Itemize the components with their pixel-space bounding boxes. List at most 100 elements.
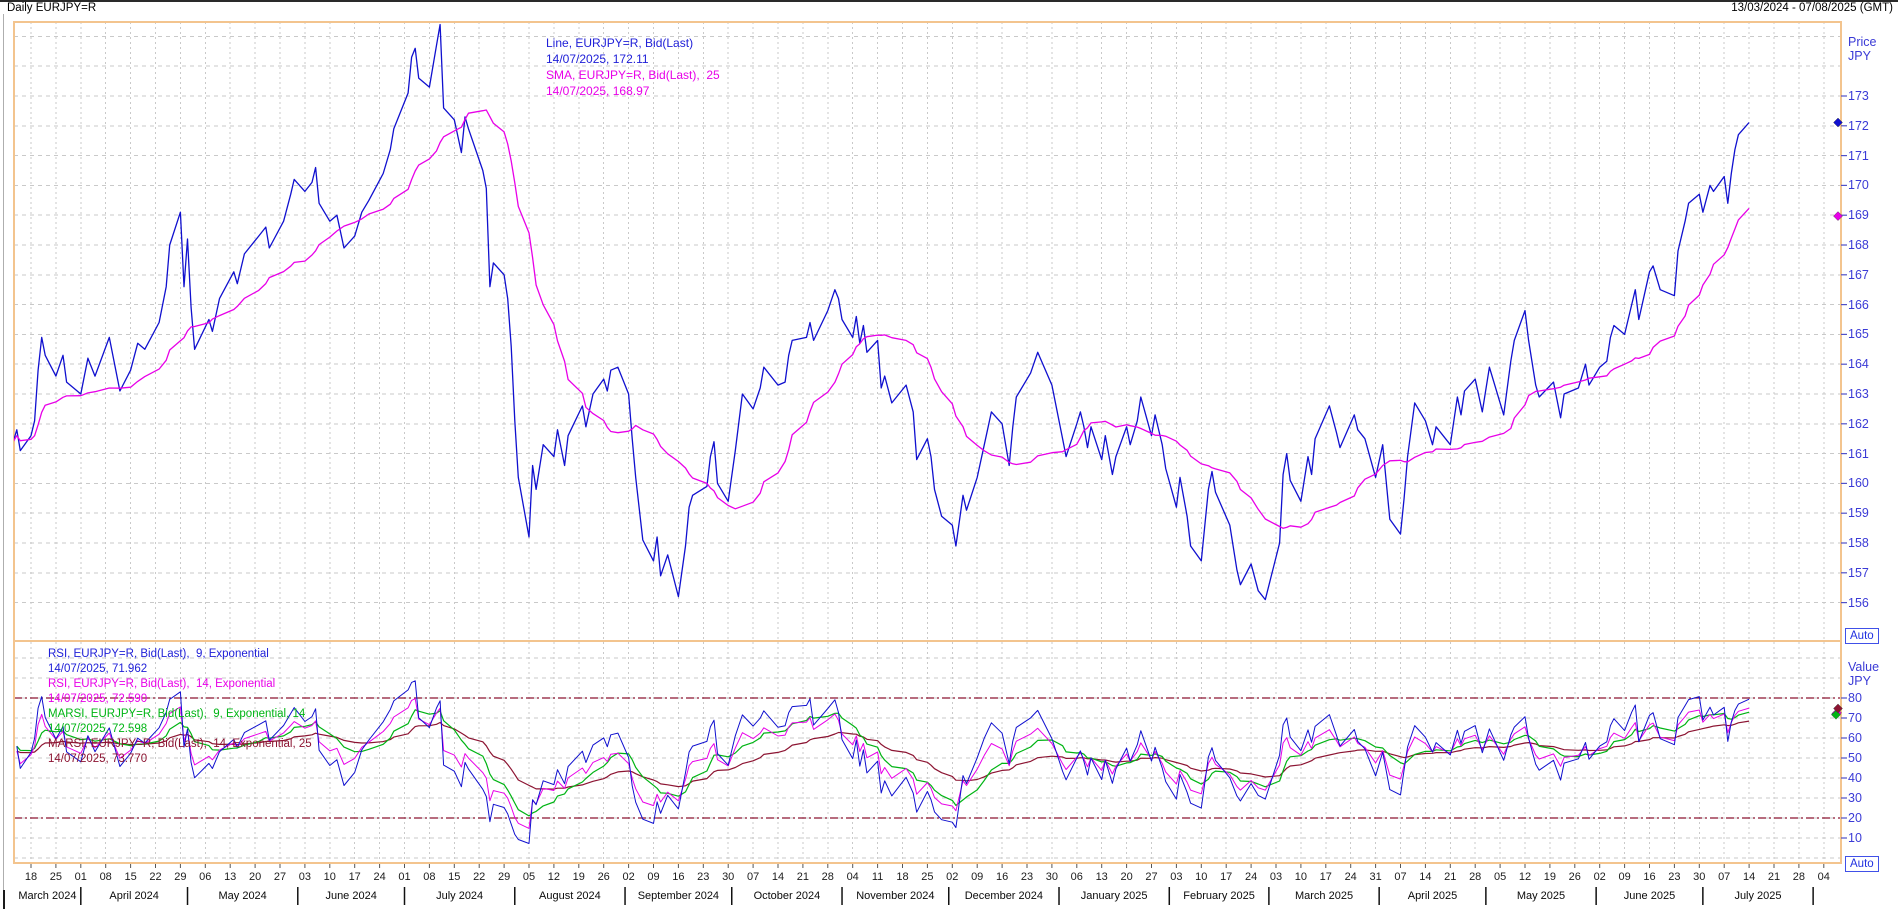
x-axis-month-label: June 2025 [1623,890,1676,902]
sma-line [14,109,1750,529]
sma-value-marker [1833,211,1843,221]
price-tick-label: 171 [1848,148,1869,163]
x-axis-day-label: 15 [448,871,461,883]
x-axis-day-label: 10 [1294,871,1308,883]
x-axis-day-label: 16 [672,871,685,883]
x-axis-day-label: 10 [323,871,336,883]
price-tick-label: 156 [1848,595,1869,610]
x-axis-day-label: 28 [1792,871,1806,883]
x-axis-day-label: 15 [124,871,137,883]
value-axis-title: Value JPY [1848,660,1880,688]
rsi-legend-line[interactable]: MARSI, EURJPY=R, Bid(Last), 9, Exponenti… [48,708,306,720]
marsi-9-line [16,709,1750,817]
price-tick-label: 168 [1848,238,1869,252]
x-axis-day-label: 12 [547,871,561,883]
x-axis-month-label: January 2025 [1080,890,1148,902]
price-tick-label: 164 [1848,357,1869,372]
x-axis-day-label: 10 [1195,871,1208,883]
x-axis-day-label: 24 [373,871,386,883]
x-axis-day-label: 26 [597,871,610,883]
x-axis-day-label: 05 [1493,871,1507,883]
x-axis-month-label: May 2025 [1516,890,1566,902]
rsi-legend-line[interactable]: 14/07/2025, 71.962 [48,663,148,675]
x-axis-day-label: 01 [398,871,411,883]
main-legend-line[interactable]: SMA, EURJPY=R, Bid(Last), 25 [546,68,720,82]
gridlines [14,22,1841,863]
main-legend-line[interactable]: 14/07/2025, 168.97 [546,84,650,98]
x-axis-day-label: 24 [1344,871,1357,883]
price-tick-label: 173 [1848,89,1869,103]
x-axis-day-label: 21 [796,871,810,883]
x-axis-month-label: November 2024 [856,890,935,902]
value-tick-label: 20 [1848,811,1862,825]
x-axis-month-label: February 2025 [1183,890,1255,902]
x-axis-day-label: 02 [946,871,959,883]
price-tick-label: 157 [1848,565,1869,580]
x-axis-day-label: 22 [473,871,486,883]
x-axis-day-label: 03 [298,871,312,883]
x-axis-day-label: 17 [1319,871,1332,883]
x-axis-day-label: 04 [1817,871,1830,883]
rsi-legend-line[interactable]: 14/07/2025, 72.590 [48,693,148,705]
main-auto-scale-button[interactable]: Auto [1845,628,1879,644]
x-axis-day-label: 18 [24,871,38,883]
price-tick-label: 163 [1848,387,1869,401]
last-price-marker [1833,117,1843,128]
date-range-label: 13/03/2024 - 07/08/2025 (GMT) [1731,2,1893,14]
x-axis-day-label: 11 [871,871,884,883]
x-axis-day-label: 06 [199,871,212,883]
x-axis-day-label: 09 [971,871,984,883]
price-tick-label: 169 [1848,208,1869,223]
x-axis-day-label: 19 [1543,871,1557,883]
rsi-legend-line[interactable]: 14/07/2025, 72.598 [48,723,148,735]
x-axis-day-label: 16 [1643,871,1656,883]
x-axis-day-label: 27 [1145,871,1158,883]
rsi-legend-line[interactable]: RSI, EURJPY=R, Bid(Last), 9, Exponential [48,648,269,660]
rsi-legend-line[interactable]: 14/07/2025, 73.770 [48,753,148,765]
x-axis-day-label: 20 [248,871,262,883]
x-axis-month-label: July 2025 [1734,890,1782,902]
x-axis-month-label: May 2024 [218,890,267,902]
value-tick-label: 40 [1848,771,1862,785]
x-axis-day-label: 19 [572,871,585,883]
x-axis-day-label: 14 [1419,871,1432,883]
x-axis-day-label: 13 [1095,871,1108,883]
x-axis-day-label: 13 [224,871,237,883]
price-tick-label: 158 [1848,536,1869,550]
x-axis-day-label: 29 [497,871,511,883]
window-corner-mark [3,890,5,909]
main-legend-line[interactable]: 14/07/2025, 172.11 [546,52,649,66]
x-axis-month-label: April 2025 [1407,890,1458,902]
price-tick-label: 167 [1848,267,1869,282]
x-axis-day-label: 28 [821,871,834,883]
x-axis-day-label: 02 [622,871,635,883]
rsi-9-line [16,680,1750,844]
x-axis-day-label: 21 [1767,871,1781,883]
rsi-legend-line[interactable]: MARSI, EURJPY=R, Bid(Last), 14, Exponent… [48,738,312,750]
x-axis-day-label: 07 [1718,871,1731,883]
x-axis-day-label: 28 [1469,871,1482,883]
price-tick-label: 161 [1848,446,1869,461]
value-tick-label: 30 [1848,791,1862,805]
x-axis-day-label: 25 [921,871,934,883]
rsi-panel-frame [13,640,1842,864]
x-axis-day-label: 08 [423,871,436,883]
rsi-auto-scale-button[interactable]: Auto [1845,856,1879,872]
x-axis-day-label: 31 [1369,871,1382,883]
x-axis-day-label: 26 [1568,871,1581,883]
rsi-14-line [16,698,1750,829]
price-line [14,23,1750,601]
rsi-legend-line[interactable]: RSI, EURJPY=R, Bid(Last), 14, Exponentia… [48,678,276,690]
x-axis-day-label: 17 [348,871,361,883]
x-axis-month-label: April 2024 [109,890,159,902]
x-axis-month-label: March 2024 [18,890,77,902]
main-legend-line[interactable]: Line, EURJPY=R, Bid(Last) [546,36,694,50]
x-axis-day-label: 03 [1170,871,1183,883]
price-tick-label: 170 [1848,178,1869,193]
x-axis-day-label: 23 [697,871,710,883]
x-axis-month-label: March 2025 [1294,890,1354,902]
x-axis-day-label: 16 [995,871,1009,883]
price-tick-label: 160 [1848,476,1869,491]
x-axis-day-label: 14 [1742,871,1756,883]
